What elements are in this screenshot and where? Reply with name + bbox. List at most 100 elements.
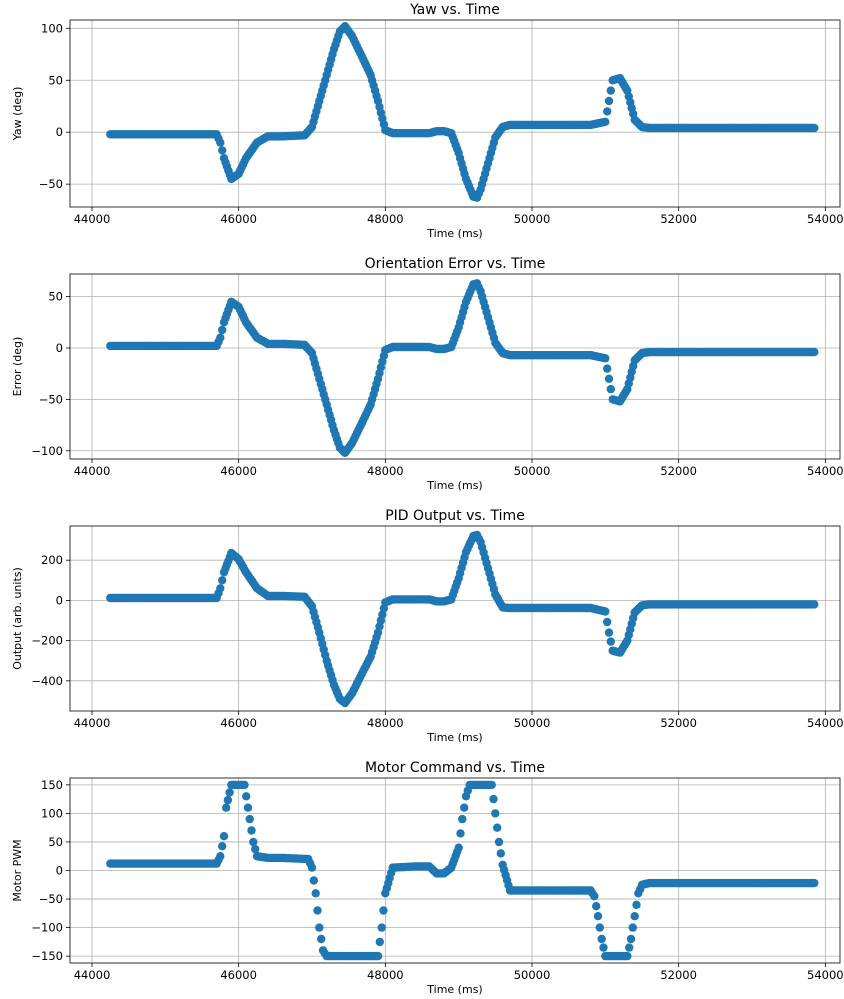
data-point — [249, 837, 258, 847]
x-tick-label: 52000 — [660, 464, 697, 478]
x-tick-label: 44000 — [74, 464, 111, 478]
x-axis-label: Time (ms) — [426, 227, 482, 240]
data-point — [599, 943, 608, 952]
data-point — [218, 146, 227, 155]
data-point — [315, 923, 324, 932]
data-point — [218, 842, 227, 851]
y-axis-label: Motor PWM — [11, 839, 24, 901]
chart-title: Yaw vs. Time — [409, 2, 500, 18]
y-tick-label: 0 — [56, 593, 63, 607]
data-point — [216, 584, 225, 593]
plot-frame — [69, 19, 841, 208]
y-tick-label: 100 — [41, 21, 63, 35]
data-point — [593, 912, 603, 921]
data-point — [606, 384, 615, 394]
data-points — [106, 780, 819, 961]
plot-frame — [69, 525, 841, 712]
x-tick-label: 44000 — [74, 968, 111, 982]
x-tick-label: 52000 — [660, 968, 697, 982]
x-tick-label: 54000 — [807, 716, 844, 730]
y-tick-label: −50 — [39, 177, 63, 191]
x-tick-label: 44000 — [74, 716, 111, 730]
data-point — [460, 803, 469, 812]
data-point — [223, 795, 233, 805]
motor-command-vs-time-chart: 44000 46000 48000 50000 52000 54000 −150 −100 −5… — [11, 760, 844, 996]
x-tick-label: 54000 — [807, 212, 844, 226]
y-tick-label: 0 — [56, 341, 63, 355]
data-point — [606, 637, 615, 646]
data-point — [245, 814, 254, 824]
data-point — [307, 863, 317, 872]
y-tick-label: −400 — [31, 674, 63, 688]
data-point — [625, 943, 634, 952]
y-tick-label: −50 — [39, 892, 63, 906]
data-points — [106, 279, 819, 457]
data-point — [632, 900, 641, 909]
data-point — [458, 814, 467, 824]
data-point — [494, 837, 504, 847]
data-point — [628, 923, 637, 932]
y-axis-label: Error (deg) — [11, 337, 24, 397]
data-point — [218, 576, 227, 585]
x-tick-label: 48000 — [367, 212, 404, 226]
x-tick-label: 54000 — [807, 968, 844, 982]
data-point — [456, 829, 465, 838]
data-point — [597, 934, 606, 944]
data-point — [240, 780, 249, 790]
data-point — [592, 902, 601, 911]
data-point — [379, 906, 388, 915]
data-point — [243, 803, 253, 812]
data-point — [604, 96, 614, 106]
y-tick-label: 50 — [48, 835, 63, 849]
x-tick-label: 46000 — [220, 464, 257, 478]
x-tick-label: 46000 — [220, 212, 257, 226]
y-axis-label: Output (arb. units) — [11, 567, 24, 670]
data-point — [454, 843, 463, 852]
data-point — [601, 117, 610, 127]
data-point — [219, 832, 229, 841]
data-point — [810, 878, 819, 888]
x-axis-label: Time (ms) — [426, 983, 482, 996]
data-point — [601, 607, 610, 616]
y-tick-label: −200 — [31, 634, 63, 648]
x-tick-label: 50000 — [514, 464, 551, 478]
data-point — [218, 325, 227, 335]
data-point — [487, 780, 496, 790]
x-axis-label: Time (ms) — [426, 479, 482, 492]
y-tick-label: 100 — [41, 806, 63, 820]
x-tick-label: 48000 — [367, 464, 404, 478]
x-tick-label: 48000 — [367, 716, 404, 730]
data-point — [311, 889, 320, 898]
data-point — [317, 934, 326, 944]
orientation-error-vs-time-chart: 44000 46000 48000 50000 52000 54000 −100 −50 0 50… — [11, 256, 844, 492]
data-point — [810, 123, 819, 133]
data-point — [603, 364, 612, 373]
data-point — [590, 892, 599, 901]
y-tick-label: 200 — [41, 553, 63, 567]
y-tick-label: 50 — [48, 73, 63, 87]
data-point — [377, 923, 386, 932]
data-point — [810, 600, 819, 609]
data-point — [491, 809, 500, 818]
plot-frame — [69, 273, 841, 460]
x-tick-label: 46000 — [220, 716, 257, 730]
data-point — [626, 934, 636, 944]
data-point — [309, 876, 318, 885]
chart-title: Orientation Error vs. Time — [365, 256, 546, 272]
pid-output-vs-time-chart: 44000 46000 48000 50000 52000 54000 −400 −200 0 2… — [11, 508, 844, 744]
x-tick-label: 50000 — [514, 212, 551, 226]
y-tick-label: −100 — [31, 921, 63, 935]
data-point — [489, 794, 498, 804]
data-point — [606, 86, 615, 95]
x-tick-label: 44000 — [74, 212, 111, 226]
data-point — [216, 333, 225, 342]
chart-title: Motor Command vs. Time — [365, 760, 545, 776]
data-point — [603, 107, 612, 116]
y-tick-label: −100 — [31, 444, 63, 458]
x-tick-label: 48000 — [367, 968, 404, 982]
data-point — [604, 628, 614, 637]
x-tick-label: 52000 — [660, 716, 697, 730]
chart-title: PID Output vs. Time — [385, 508, 525, 524]
